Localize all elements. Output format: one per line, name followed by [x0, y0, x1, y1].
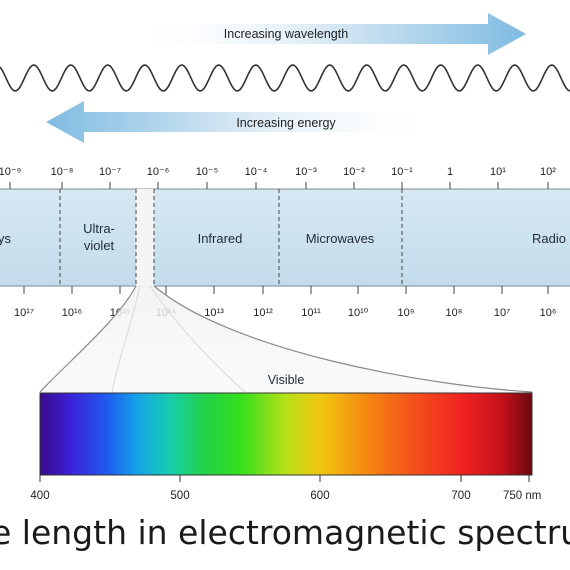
wavelength-tick-label: 10² [540, 166, 556, 178]
frequency-ticks: 10¹⁷10¹⁶10¹⁵10¹⁴10¹³10¹²10¹¹10¹⁰10⁹10⁸10… [14, 307, 556, 319]
frequency-tick-label: 10¹³ [204, 307, 224, 319]
wavelength-ticks: 10⁻⁹ 10⁻⁸ 10⁻⁷ 10⁻⁶ 10⁻⁵ 10⁻⁴ 10⁻³ 10⁻² 10⁻¹ 1 10¹… [0, 166, 556, 178]
frequency-tick-label: 10¹¹ [301, 307, 321, 319]
spectrum-band [0, 188, 570, 287]
visible-nm-tick-label: 400 [30, 490, 49, 502]
region-label-radio: Radio [532, 231, 566, 246]
visible-label: Visible [268, 373, 305, 387]
frequency-tick-label: 10¹⁶ [62, 307, 82, 319]
caption-text: e length in electromagnetic spectrum [0, 508, 570, 568]
energy-arrow: Increasing energy [46, 101, 440, 143]
wavelength-tick-label: 10¹ [490, 166, 506, 178]
frequency-tick-label: 10⁹ [398, 307, 415, 319]
wavelength-tick-label: 10⁻¹ [391, 166, 413, 178]
frequency-tick-label: 10⁸ [446, 307, 463, 319]
frequency-tick-label: 10¹⁷ [14, 307, 34, 319]
wavelength-tick-label: 10⁻⁴ [245, 166, 268, 178]
frequency-tick-label: 10¹² [253, 307, 273, 319]
region-label-infrared: Infrared [198, 231, 243, 246]
wavelength-tick-label: 10⁻³ [295, 166, 317, 178]
wavelength-tick-label: 10⁻² [343, 166, 365, 178]
visible-zoom-cone: Visible [39, 285, 533, 393]
wavelength-tick-label: 10⁻⁷ [99, 166, 121, 178]
wavelength-tick-label: 10⁻⁹ [0, 166, 21, 178]
caption-label: e length in electromagnetic spectrum [0, 513, 570, 552]
visible-nm-tick-label: 600 [310, 490, 329, 502]
region-label-ultraviolet-2: violet [84, 238, 115, 253]
wavelength-arrow: Increasing wavelength [130, 13, 526, 55]
visible-nm-tick-label: 500 [170, 490, 189, 502]
region-label-x-rays: ys [0, 231, 12, 246]
wavelength-tick-label: 1 [447, 166, 453, 178]
wave-line [0, 64, 570, 92]
wavelength-tick-label: 10⁻⁶ [147, 166, 170, 178]
wavelength-arrow-label: Increasing wavelength [224, 27, 348, 41]
visible-nm-tick-label: 700 [451, 490, 470, 502]
visible-spectrum-bar [39, 392, 533, 476]
wavelength-tick-label: 10⁻⁸ [51, 166, 74, 178]
frequency-tick-label: 10⁶ [540, 307, 557, 319]
frequency-tick-label: 10⁷ [494, 307, 510, 319]
energy-arrow-label: Increasing energy [236, 116, 336, 130]
region-label-ultraviolet-1: Ultra- [83, 221, 115, 236]
visible-nm-tick-label: 750 nm [503, 490, 541, 502]
frequency-tick-label: 10¹⁰ [348, 307, 369, 319]
wavelength-tick-label: 10⁻⁵ [196, 166, 219, 178]
visible-nm-ticks: 400 500 600 700 750 nm [30, 475, 541, 502]
region-label-microwaves: Microwaves [306, 231, 375, 246]
band-tick-marks [9, 182, 549, 294]
